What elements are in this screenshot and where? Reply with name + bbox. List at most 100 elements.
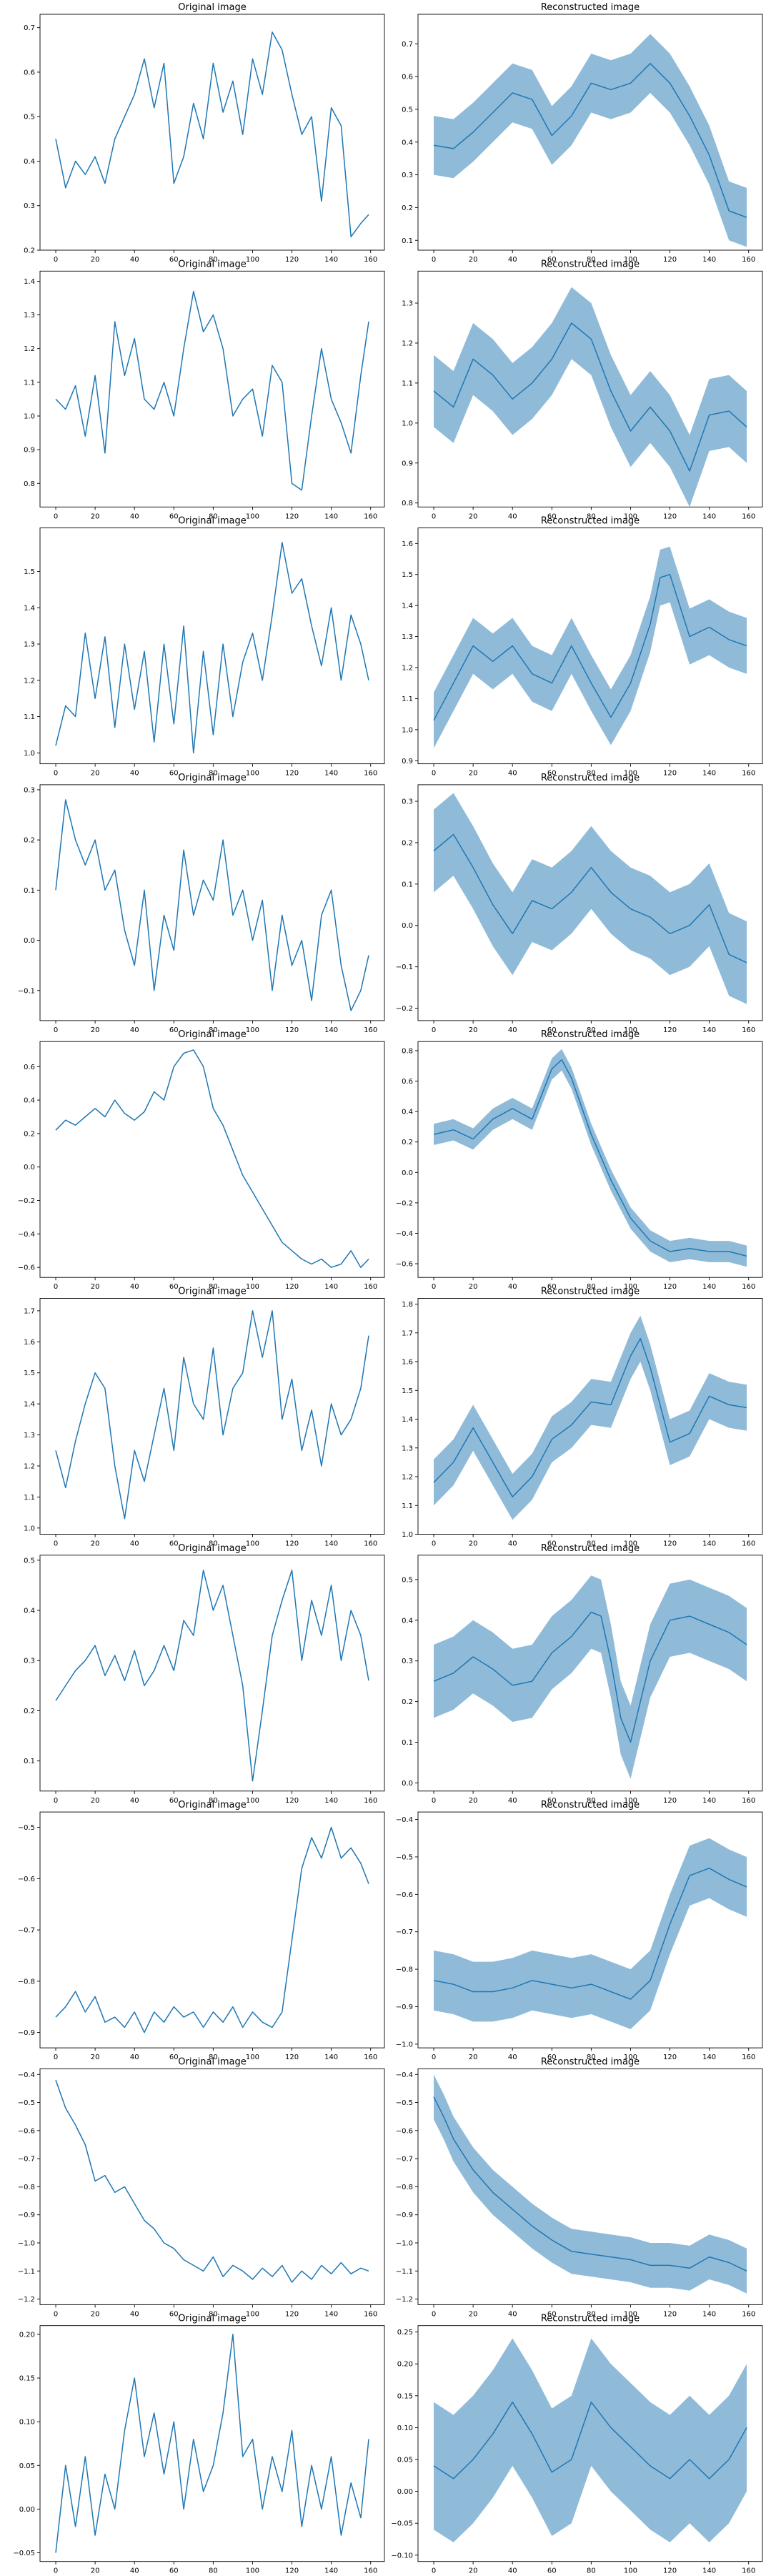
chart-panel-17: Original image 0 20 40 60 80 100 120 140 160 −1.2 −… <box>18 2056 385 2318</box>
y-tick-label: 0.4 <box>402 1109 413 1116</box>
x-tick-label: 100 <box>246 2567 259 2575</box>
x-tick-label: 160 <box>742 1797 755 1805</box>
y-tick-label: −0.6 <box>396 1261 413 1269</box>
y-tick-label: 1.0 <box>24 1525 35 1532</box>
y-tick-label: −0.8 <box>18 1978 35 1986</box>
axes-frame <box>39 1555 385 1792</box>
y-tick-label: 1.1 <box>24 713 35 721</box>
y-tick-label: 0.0 <box>24 937 35 945</box>
x-tick-label: 40 <box>508 1283 517 1291</box>
series-line <box>433 1059 747 1257</box>
chart-title: Original image <box>178 1029 247 1040</box>
chart-panel-13: Original image 0 20 40 60 80 100 120 140 160 0.1 0.… <box>24 1543 385 1805</box>
x-tick-label: 0 <box>432 1026 436 1034</box>
x-tick-label: 100 <box>624 2310 637 2318</box>
x-tick-label: 120 <box>285 512 299 520</box>
chart-panel-16: Reconstructed image 0 20 40 60 80 100 120 140 160… <box>396 1800 763 2061</box>
y-tick-label: −0.1 <box>396 963 413 971</box>
y-tick-label: 0.8 <box>402 1047 413 1055</box>
y-tick-label: 1.5 <box>24 568 35 576</box>
x-tick-label: 120 <box>285 1540 299 1548</box>
x-tick-label: 60 <box>547 2054 557 2061</box>
x-tick-label: 140 <box>324 1797 338 1805</box>
chart-title: Original image <box>178 516 247 527</box>
chart-title: Reconstructed image <box>541 2 640 13</box>
x-tick-label: 80 <box>209 2054 218 2061</box>
x-tick-label: 0 <box>432 2310 436 2318</box>
y-tick-label: 0.0 <box>402 1169 413 1177</box>
axes-frame <box>417 784 763 1021</box>
x-tick-label: 100 <box>246 1283 259 1291</box>
y-tick-label: 0.4 <box>402 1617 413 1625</box>
axes-frame <box>417 1298 763 1535</box>
y-tick-label: 1.3 <box>24 641 35 649</box>
x-tick-label: 0 <box>432 512 436 520</box>
y-tick-label: 1.3 <box>402 300 413 308</box>
y-tick-label: 0.1 <box>24 1758 35 1765</box>
y-tick-label: 0.1 <box>402 237 413 245</box>
chart-title: Reconstructed image <box>541 1800 640 1810</box>
y-tick-label: −1.2 <box>396 2296 413 2304</box>
x-tick-label: 120 <box>663 1540 677 1548</box>
y-tick-label: 0.7 <box>402 41 413 49</box>
chart-title: Reconstructed image <box>541 259 640 269</box>
uncertainty-band <box>434 34 747 247</box>
x-tick-label: 160 <box>742 1283 755 1291</box>
chart-panel-18: Reconstructed image 0 20 40 60 80 100 120 140 160… <box>396 2056 763 2318</box>
y-tick-label: 0.05 <box>19 2462 35 2470</box>
x-tick-label: 60 <box>169 256 179 264</box>
x-tick-label: 100 <box>624 2054 637 2061</box>
x-tick-label: 20 <box>91 1540 100 1548</box>
x-tick-label: 20 <box>91 2567 100 2575</box>
series-line <box>433 63 747 218</box>
x-tick-label: 120 <box>663 2310 677 2318</box>
y-tick-label: 0.3 <box>402 1658 413 1665</box>
x-tick-label: 40 <box>508 1540 517 1548</box>
chart-panel-20: Reconstructed image 0 20 40 60 80 100 120 140 160… <box>391 2314 763 2575</box>
x-tick-label: 0 <box>432 1797 436 1805</box>
x-tick-label: 0 <box>54 2310 58 2318</box>
y-tick-label: 0.3 <box>402 172 413 179</box>
chart-panel-7: Original image 0 20 40 60 80 100 120 140 160 −0.1 0… <box>18 773 385 1034</box>
uncertainty-band <box>434 1838 747 2029</box>
y-tick-label: 0.9 <box>402 460 413 467</box>
x-tick-label: 40 <box>508 512 517 520</box>
y-tick-label: −0.2 <box>396 1199 413 1207</box>
x-tick-label: 160 <box>364 2310 377 2318</box>
y-tick-label: −0.10 <box>391 2552 413 2560</box>
x-tick-label: 140 <box>702 2567 716 2575</box>
y-tick-label: 1.2 <box>24 1462 35 1470</box>
y-tick-label: 1.5 <box>24 1369 35 1377</box>
x-tick-label: 120 <box>663 1283 677 1291</box>
y-tick-label: −0.6 <box>18 1876 35 1883</box>
y-tick-label: 0.00 <box>19 2506 35 2514</box>
x-tick-label: 0 <box>54 1026 58 1034</box>
x-tick-label: 140 <box>702 2054 716 2061</box>
y-tick-label: 1.1 <box>24 1494 35 1502</box>
y-tick-label: −0.4 <box>396 1230 413 1238</box>
axes-frame <box>417 14 763 251</box>
x-tick-label: 160 <box>364 1540 377 1548</box>
y-tick-label: 1.1 <box>402 380 413 387</box>
y-tick-label: −0.4 <box>18 1231 35 1239</box>
series-line <box>433 833 747 963</box>
x-tick-label: 120 <box>285 2567 299 2575</box>
chart-panel-8: Reconstructed image 0 20 40 60 80 100 120 140 160… <box>396 773 763 1034</box>
x-tick-label: 140 <box>702 512 716 520</box>
x-tick-label: 140 <box>702 2310 716 2318</box>
y-tick-label: 0.0 <box>402 922 413 930</box>
x-tick-label: 40 <box>508 256 517 264</box>
x-tick-label: 20 <box>91 2054 100 2061</box>
y-tick-label: 1.2 <box>24 677 35 685</box>
x-tick-label: 120 <box>663 2567 677 2575</box>
x-tick-label: 120 <box>285 2054 299 2061</box>
chart-panel-19: Original image 0 20 40 60 80 100 120 140 160 −0.05… <box>13 2314 385 2575</box>
x-tick-label: 20 <box>91 512 100 520</box>
x-tick-label: 60 <box>169 770 179 778</box>
chart-title: Reconstructed image <box>541 2056 640 2067</box>
x-tick-label: 0 <box>432 1540 436 1548</box>
series-line <box>55 31 369 238</box>
chart-title: Reconstructed image <box>541 1029 640 1040</box>
x-tick-label: 140 <box>324 2567 338 2575</box>
